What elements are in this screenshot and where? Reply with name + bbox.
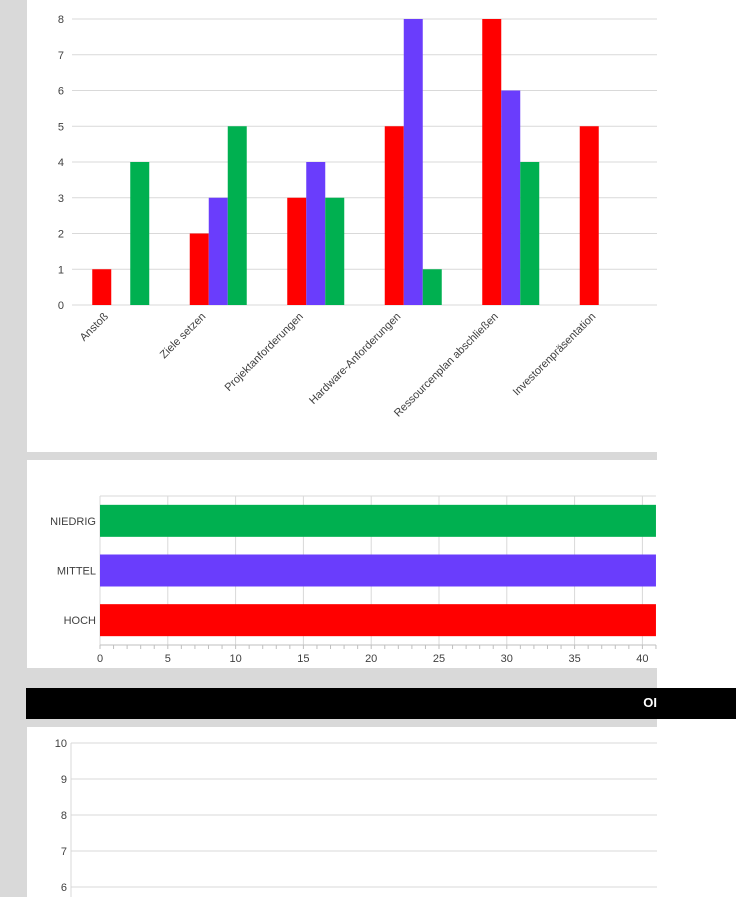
priority-chart-panel: 0 5 10 15 20 25 30 35 40 NIEDRIG MITTEL HOCH (27, 460, 657, 668)
y-tick-label: 8 (58, 14, 64, 26)
x-tick-label: 40 (636, 653, 648, 665)
y-tick-label: 0 (58, 300, 64, 312)
priority-bar-chart: 0 5 10 15 20 25 30 35 40 NIEDRIG MITTEL HOCH (50, 495, 657, 665)
bar (482, 19, 502, 305)
bar (422, 269, 442, 305)
tasks-chart-panel: 0 1 2 3 4 5 6 7 8 Anstoß Ziele setzen Projektanford… (27, 0, 657, 452)
x-tick-label: Anstoß (78, 310, 111, 343)
bar (92, 269, 112, 305)
y-tick-label: 8 (61, 810, 67, 822)
x-tick-label: 25 (433, 653, 445, 665)
bar (325, 197, 345, 305)
section-header-text: OI (643, 695, 657, 710)
panel-separator (27, 668, 657, 688)
bar (100, 604, 656, 637)
x-tick-label: Ressourcenplan abschließen (392, 311, 501, 420)
y-tick-label: 4 (58, 157, 64, 169)
trend-chart-panel: 6 7 8 9 10 (27, 727, 657, 897)
bar (520, 162, 540, 305)
y-tick-label: 5 (58, 121, 64, 133)
bar (403, 19, 423, 305)
x-tick-label: 10 (229, 653, 241, 665)
x-tick-label: 35 (568, 653, 580, 665)
bar (306, 162, 326, 305)
section-header-bar: OI (26, 688, 736, 719)
x-tick-label: Hardware-Anforderungen (307, 311, 403, 407)
bar (501, 90, 521, 305)
x-tick-label: Ziele setzen (158, 311, 208, 361)
tasks-bar-chart: 0 1 2 3 4 5 6 7 8 Anstoß Ziele setzen Projektanford… (58, 14, 657, 420)
y-tick-label: 2 (58, 229, 64, 241)
x-tick-label: 0 (97, 653, 103, 665)
y-category-label: HOCH (64, 615, 96, 627)
x-tick-label: 30 (501, 653, 513, 665)
y-tick-label: 10 (55, 738, 67, 750)
y-tick-label: 6 (58, 86, 64, 98)
bar (130, 162, 150, 305)
panel-separator (27, 452, 657, 460)
y-tick-label: 9 (61, 774, 67, 786)
y-category-label: MITTEL (57, 566, 96, 578)
bar (100, 504, 656, 537)
y-tick-label: 3 (58, 193, 64, 205)
x-tick-label: 5 (165, 653, 171, 665)
y-category-label: NIEDRIG (50, 516, 96, 528)
y-tick-label: 1 (58, 264, 64, 276)
panel-separator (27, 719, 657, 727)
x-tick-label: Investorenpräsentation (511, 311, 599, 399)
bar (227, 126, 247, 305)
bar (208, 197, 228, 305)
trend-line-chart: 6 7 8 9 10 (55, 738, 657, 897)
x-tick-label: 20 (365, 653, 377, 665)
bar (287, 197, 307, 305)
y-tick-label: 6 (61, 882, 67, 894)
bar (189, 233, 209, 305)
x-tick-label: Projektanforderungen (223, 311, 306, 394)
bar (100, 554, 656, 587)
left-gutter (0, 0, 27, 897)
y-tick-label: 7 (61, 846, 67, 858)
bar (579, 126, 599, 305)
y-tick-label: 7 (58, 50, 64, 62)
x-tick-label: 15 (297, 653, 309, 665)
bar (384, 126, 404, 305)
